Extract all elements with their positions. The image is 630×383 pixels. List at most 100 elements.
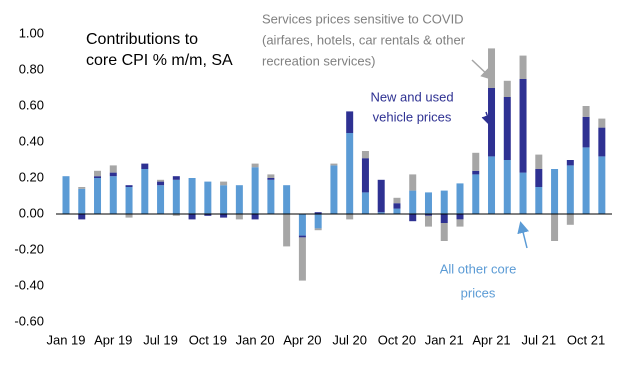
y-tick-label: 0.00 — [19, 205, 44, 220]
bar — [220, 181, 228, 186]
bar — [172, 214, 180, 216]
bar — [251, 214, 259, 220]
bar — [440, 223, 448, 241]
bar — [346, 214, 354, 220]
bar — [267, 174, 275, 178]
bar — [188, 178, 196, 214]
series-label: All other core — [440, 261, 517, 276]
bar — [188, 214, 196, 220]
chart-title: core CPI % m/m, SA — [86, 52, 233, 69]
bar — [566, 160, 574, 166]
x-tick-label: Jan 20 — [236, 332, 275, 347]
x-tick-label: Oct 21 — [567, 332, 605, 347]
bar — [377, 212, 385, 214]
bar — [109, 165, 117, 173]
bar — [283, 214, 291, 247]
bar — [409, 174, 417, 191]
bar — [157, 179, 165, 182]
bar — [519, 172, 527, 214]
bar — [94, 176, 102, 178]
bar — [377, 179, 385, 213]
y-tick-label: 0.40 — [19, 133, 44, 148]
bar — [94, 178, 102, 214]
bar — [582, 106, 590, 117]
bar — [566, 165, 574, 214]
y-tick-label: -0.40 — [14, 277, 44, 292]
bar — [235, 214, 243, 220]
bar — [283, 185, 291, 214]
series-label: (airfares, hotels, car rentals & other — [262, 32, 466, 47]
series-label: Services prices sensitive to COVID — [262, 11, 464, 26]
bar — [551, 169, 559, 214]
series-label: vehicle prices — [373, 109, 452, 124]
bar — [582, 147, 590, 214]
bar — [251, 163, 259, 168]
bar — [141, 163, 149, 169]
bar — [361, 151, 369, 159]
bar — [535, 154, 543, 169]
bar — [361, 192, 369, 214]
x-tick-label: Jan 21 — [425, 332, 464, 347]
bar — [267, 178, 275, 180]
bar — [424, 214, 432, 216]
bar — [440, 214, 448, 223]
bar — [220, 185, 228, 214]
series-label: recreation services) — [262, 53, 375, 68]
y-tick-label: 0.80 — [19, 61, 44, 76]
bar — [503, 97, 511, 160]
bar — [109, 176, 117, 214]
bar — [488, 88, 496, 157]
x-tick-label: Jul 19 — [143, 332, 178, 347]
bar — [472, 174, 480, 214]
bar — [125, 214, 133, 218]
bar — [346, 111, 354, 133]
bar — [440, 190, 448, 214]
bar — [330, 165, 338, 214]
bar — [582, 116, 590, 148]
bar — [125, 185, 133, 187]
bar — [141, 169, 149, 214]
bar — [535, 187, 543, 214]
bar — [598, 118, 606, 128]
bar — [456, 183, 464, 214]
x-tick-label: Oct 19 — [189, 332, 227, 347]
series-label: New and used — [370, 89, 453, 104]
bar — [298, 235, 306, 238]
y-tick-label: -0.60 — [14, 313, 44, 328]
bar — [172, 176, 180, 180]
bar — [251, 167, 259, 214]
arrow — [471, 59, 494, 81]
x-tick-label: Apr 19 — [94, 332, 132, 347]
bar — [488, 48, 496, 88]
bar — [409, 190, 417, 214]
bar — [551, 214, 559, 241]
x-tick-label: Apr 20 — [283, 332, 321, 347]
bar — [361, 158, 369, 193]
bar — [598, 127, 606, 157]
bar — [314, 214, 322, 229]
bar — [298, 214, 306, 236]
bar — [204, 181, 212, 214]
bar — [472, 152, 480, 171]
bar — [235, 185, 243, 214]
arrow — [517, 221, 530, 249]
bar — [598, 156, 606, 214]
y-tick-label: 0.60 — [19, 97, 44, 112]
x-tick-label: Jan 19 — [46, 332, 85, 347]
bar — [472, 170, 480, 175]
bar — [503, 80, 511, 97]
y-tick-label: 0.20 — [19, 169, 44, 184]
bar — [157, 181, 165, 186]
bar — [424, 192, 432, 214]
bar — [488, 156, 496, 214]
x-tick-label: Apr 21 — [472, 332, 510, 347]
bar — [566, 214, 574, 225]
bar — [78, 187, 86, 189]
x-tick-label: Jul 21 — [521, 332, 556, 347]
bar — [125, 187, 133, 214]
x-tick-label: Oct 20 — [378, 332, 416, 347]
bar — [535, 169, 543, 187]
bar — [62, 176, 70, 214]
bar — [314, 228, 322, 231]
bar — [393, 197, 401, 204]
